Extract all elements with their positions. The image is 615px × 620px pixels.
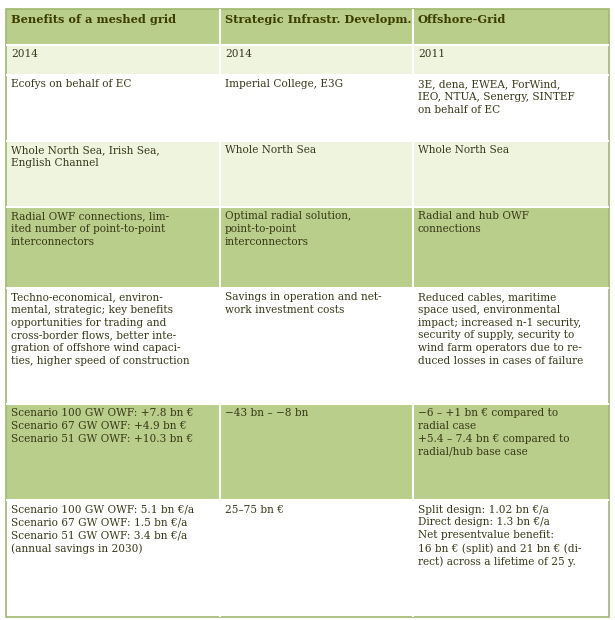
Bar [220, 45, 413, 75]
Bar [413, 75, 609, 141]
Bar [220, 141, 413, 207]
Bar [220, 404, 413, 500]
Text: Radial and hub OWF
connections: Radial and hub OWF connections [418, 211, 529, 234]
Text: Whole North Sea, Irish Sea,
English Channel: Whole North Sea, Irish Sea, English Chan… [11, 145, 160, 168]
Bar [6, 141, 220, 207]
Bar [413, 288, 609, 404]
Bar [413, 45, 609, 75]
Text: Scenario 100 GW OWF: 5.1 bn €/a
Scenario 67 GW OWF: 1.5 bn €/a
Scenario 51 GW OW: Scenario 100 GW OWF: 5.1 bn €/a Scenario… [11, 505, 194, 554]
Bar [220, 9, 413, 45]
Text: 2011: 2011 [418, 49, 445, 59]
Text: −43 bn – −8 bn: −43 bn – −8 bn [225, 409, 308, 419]
Bar [6, 404, 220, 500]
Bar [413, 9, 609, 45]
Bar [6, 45, 220, 75]
Text: 2014: 2014 [225, 49, 252, 59]
Text: Scenario 100 GW OWF: +7.8 bn €
Scenario 67 GW OWF: +4.9 bn €
Scenario 51 GW OWF:: Scenario 100 GW OWF: +7.8 bn € Scenario … [11, 409, 193, 444]
Text: Reduced cables, maritime
space used, environmental
impact; increased n-1 securit: Reduced cables, maritime space used, env… [418, 292, 583, 366]
Text: Techno-economical, environ-
mental, strategic; key benefits
opportunities for tr: Techno-economical, environ- mental, stra… [11, 292, 189, 366]
Bar [220, 288, 413, 404]
Bar [6, 207, 220, 288]
Bar [6, 9, 220, 45]
Bar [6, 288, 220, 404]
Text: Imperial College, E3G: Imperial College, E3G [225, 79, 343, 89]
Text: Whole North Sea: Whole North Sea [225, 145, 316, 155]
Bar [220, 500, 413, 617]
Text: Whole North Sea: Whole North Sea [418, 145, 509, 155]
Text: Radial OWF connections, lim-
ited number of point-to-point
interconnectors: Radial OWF connections, lim- ited number… [11, 211, 169, 247]
Bar [413, 404, 609, 500]
Text: 3E, dena, EWEA, ForWind,
IEO, NTUA, Senergy, SINTEF
on behalf of EC: 3E, dena, EWEA, ForWind, IEO, NTUA, Sene… [418, 79, 574, 115]
Bar [413, 207, 609, 288]
Text: 2014: 2014 [11, 49, 38, 59]
Text: Benefits of a meshed grid: Benefits of a meshed grid [11, 14, 176, 25]
Bar [413, 500, 609, 617]
Text: −6 – +1 bn € compared to
radial case
+5.4 – 7.4 bn € compared to
radial/hub base: −6 – +1 bn € compared to radial case +5.… [418, 409, 569, 457]
Text: Strategic Infrastr. Developm.: Strategic Infrastr. Developm. [225, 14, 411, 25]
Text: 25–75 bn €: 25–75 bn € [225, 505, 284, 515]
Text: Ecofys on behalf of EC: Ecofys on behalf of EC [11, 79, 132, 89]
Text: Offshore-Grid: Offshore-Grid [418, 14, 506, 25]
Bar [220, 75, 413, 141]
Bar [220, 207, 413, 288]
Bar [6, 75, 220, 141]
Text: Savings in operation and net-
work investment costs: Savings in operation and net- work inves… [225, 292, 381, 315]
Bar [6, 500, 220, 617]
Bar [413, 141, 609, 207]
Text: Optimal radial solution,
point-to-point
interconnectors: Optimal radial solution, point-to-point … [225, 211, 351, 247]
Text: Split design: 1.02 bn €/a
Direct design: 1.3 bn €/a
Net presentvalue benefit:
16: Split design: 1.02 bn €/a Direct design:… [418, 505, 581, 567]
